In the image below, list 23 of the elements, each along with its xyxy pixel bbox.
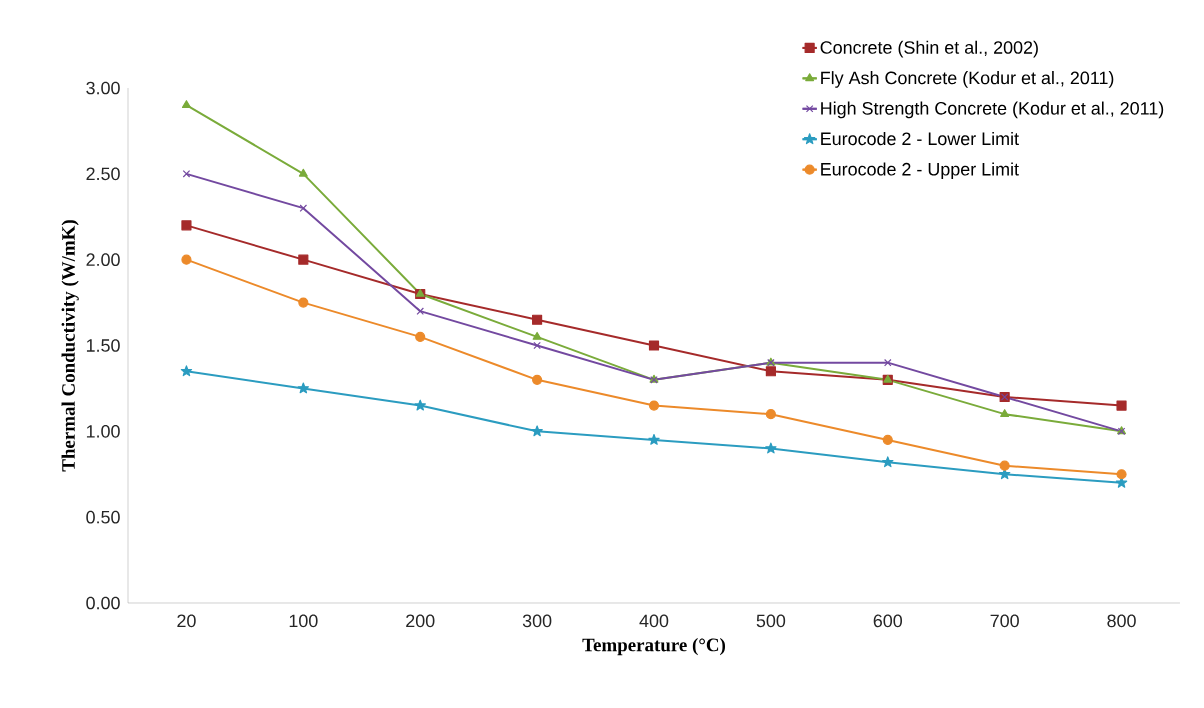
x-tick-label: 400 (639, 614, 669, 628)
x-tick-label: 20 (177, 614, 196, 628)
x-tick-label: 100 (289, 614, 318, 628)
x-tick-label: 800 (1107, 614, 1136, 628)
y-tick-label: 2.50 (86, 167, 120, 181)
legend-label: Concrete (Shin et al., 2002) (820, 40, 1038, 58)
x-tick-label: 600 (873, 614, 903, 628)
y-tick-label: 1.00 (86, 424, 120, 438)
x-tick-label: 200 (406, 614, 435, 628)
legend-label: Eurocode 2 - Lower Limit (821, 131, 1019, 146)
y-axis-title: Thermal Conductivity (W/mK) (61, 220, 79, 472)
x-tick-label: 700 (990, 614, 1019, 628)
legend-label: Eurocode 2 - Upper Limit (821, 162, 1019, 180)
y-tick-label: 3.00 (86, 81, 120, 95)
y-tick-label: 2.00 (86, 253, 120, 267)
legend-label: Fly Ash Concrete (Kodur et al., 2011) (821, 71, 1114, 88)
x-tick-label: 300 (522, 614, 552, 628)
x-axis-title: Temperature (°C) (582, 638, 726, 656)
y-tick-label: 0.50 (86, 510, 120, 524)
legend-label: High Strength Concrete (Kodur et al., 2011) (821, 101, 1164, 119)
y-tick-label: 1.50 (86, 339, 120, 352)
y-tick-label: 0.00 (86, 596, 120, 610)
x-tick-label: 500 (756, 614, 786, 628)
